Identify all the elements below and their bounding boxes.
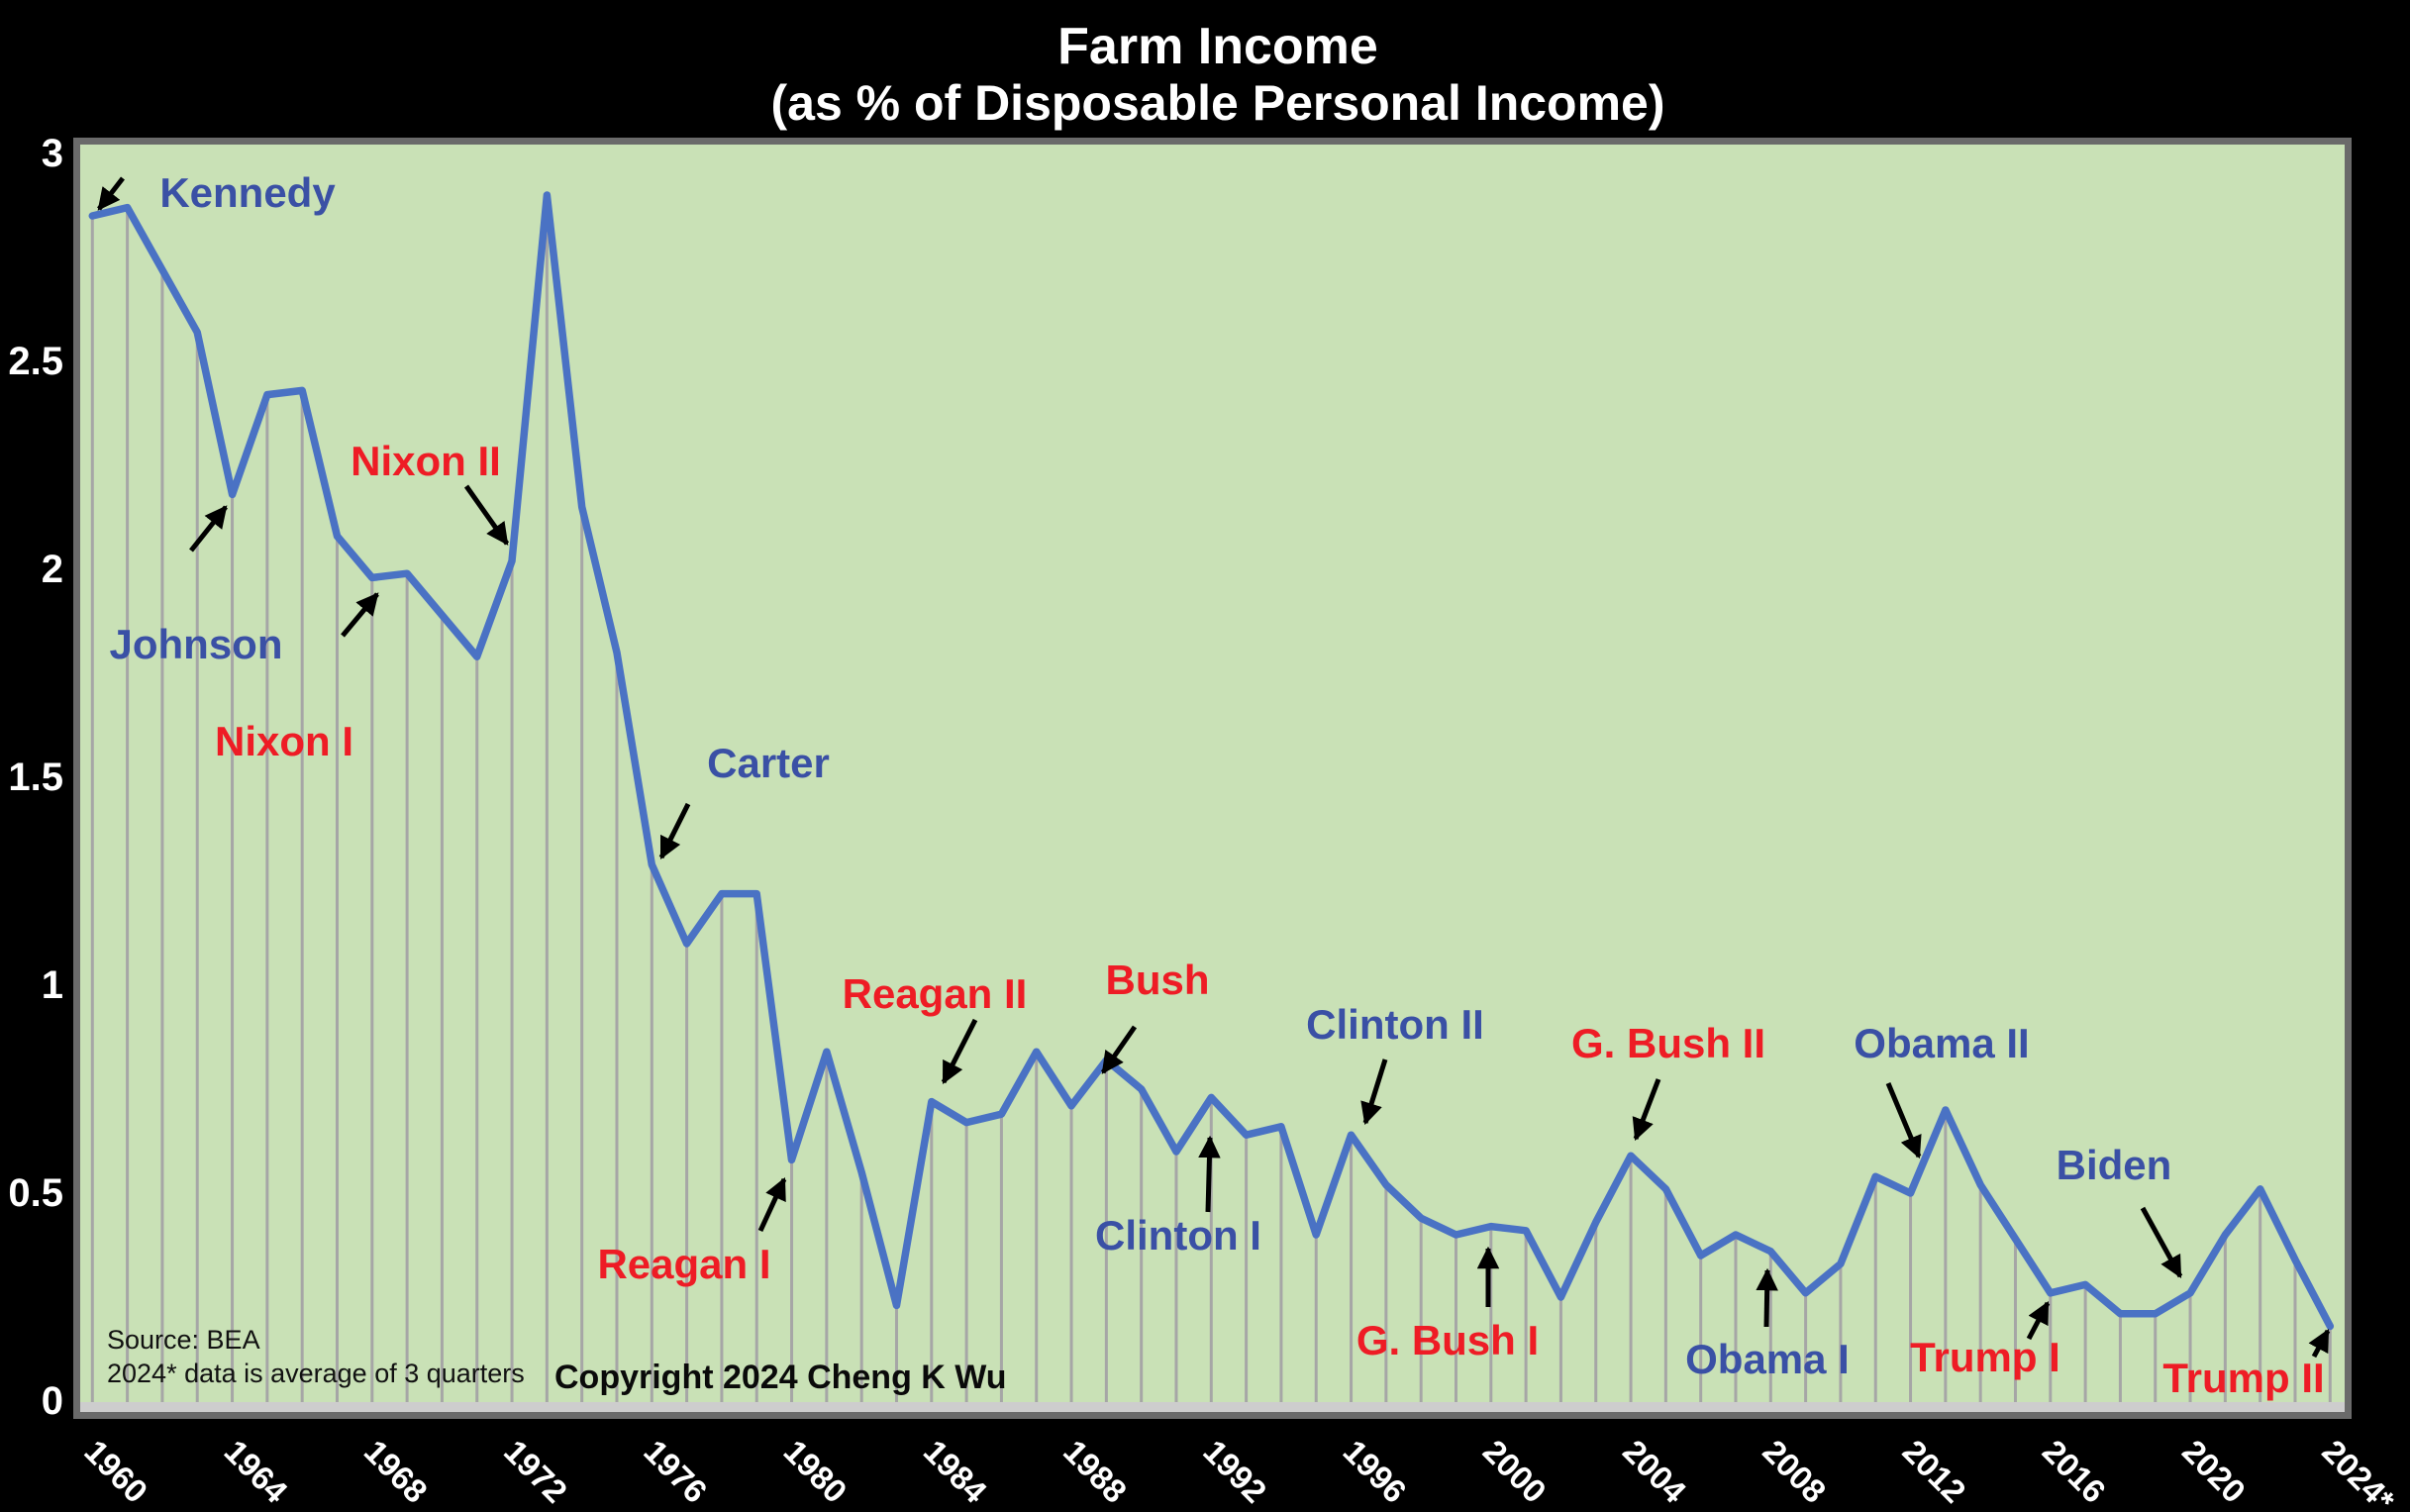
annotation-label-g-bush-i: G. Bush I — [1356, 1317, 1539, 1363]
annotation-label-carter: Carter — [707, 740, 830, 786]
chart-title-line2: (as % of Disposable Personal Income) — [770, 75, 1665, 132]
annotation-arrow-kennedy — [97, 176, 125, 211]
x-axis-label: 1988 — [1056, 1433, 1134, 1510]
annotation-label-obama-ii: Obama II — [1854, 1020, 2029, 1066]
y-axis-label: 1.5 — [8, 756, 63, 799]
annotation-label-clinton-i: Clinton I — [1095, 1212, 1261, 1259]
x-axis-label: 2012 — [1896, 1433, 1973, 1510]
plot-frame — [73, 138, 2352, 1419]
chart-title-line1: Farm Income — [1057, 18, 1378, 75]
annotation-arrow-carter — [658, 802, 691, 860]
annotation-label-nixon-i: Nixon I — [215, 718, 353, 764]
x-axis-label: 2020 — [2175, 1433, 2253, 1510]
annotation-arrow-reagan-ii — [941, 1018, 978, 1085]
annotation-arrow-trump-ii — [2308, 1329, 2331, 1359]
x-axis-label: 2004 — [1616, 1433, 1694, 1511]
y-axis-label: 2.5 — [8, 340, 63, 383]
annotation-label-g-bush-ii: G. Bush II — [1571, 1020, 1765, 1066]
annotation-arrow-bush — [1100, 1025, 1138, 1074]
annotation-label-reagan-ii: Reagan II — [843, 970, 1028, 1017]
annotation-arrow-obama-ii — [1885, 1082, 1922, 1159]
annotation-label-obama-i: Obama I — [1685, 1336, 1850, 1382]
annotation-label-trump-ii: Trump II — [2162, 1355, 2324, 1401]
y-axis-label: 0.5 — [8, 1171, 63, 1215]
x-axis-label: 2000 — [1476, 1433, 1554, 1510]
x-axis-label: 1992 — [1196, 1433, 1273, 1510]
annotation-arrow-g-bush-ii — [1632, 1078, 1661, 1142]
annotation-label-reagan-i: Reagan I — [597, 1241, 770, 1287]
x-axis-label: 2016 — [2036, 1433, 2113, 1510]
annotation-arrow-clinton-i — [1198, 1135, 1221, 1213]
annotation-label-johnson: Johnson — [110, 621, 283, 667]
annotation-label-kennedy: Kennedy — [159, 169, 336, 216]
annotation-arrow-reagan-i — [757, 1176, 787, 1233]
copyright-text: Copyright 2024 Cheng K Wu — [554, 1359, 1007, 1396]
x-axis-label: 1968 — [357, 1433, 435, 1510]
chart-title: Farm Income (as % of Disposable Personal… — [0, 18, 2410, 131]
annotation-arrow-trump-i — [2026, 1301, 2051, 1341]
x-axis-label: 1972 — [497, 1433, 574, 1510]
source-note-line1: Source: BEA — [107, 1325, 260, 1355]
annotation-label-clinton-ii: Clinton II — [1306, 1001, 1484, 1048]
annotation-label-trump-i: Trump I — [1910, 1334, 2060, 1380]
data-line — [88, 191, 2335, 1331]
y-axis-label: 0 — [42, 1379, 63, 1423]
axis-strip — [79, 1402, 2346, 1412]
annotation-arrow-johnson — [189, 505, 228, 553]
source-note-line2: 2024* data is average of 3 quarters — [107, 1359, 525, 1388]
annotation-arrow-nixon-ii — [463, 484, 510, 546]
x-axis-label: 2024* — [2315, 1433, 2401, 1512]
annotation-arrow-biden — [2140, 1206, 2183, 1278]
annotation-label-nixon-ii: Nixon II — [351, 438, 501, 484]
x-axis-label: 2008 — [1756, 1433, 1833, 1510]
annotation-arrow-obama-i — [1756, 1267, 1778, 1328]
annotation-label-biden: Biden — [2057, 1142, 2172, 1188]
x-axis-label: 1996 — [1337, 1433, 1414, 1510]
annotation-label-bush: Bush — [1106, 957, 1210, 1003]
y-axis-label: 2 — [42, 548, 63, 591]
x-axis-label: 1960 — [77, 1433, 154, 1510]
annotation-arrow-nixon-i — [341, 592, 379, 638]
x-axis-label: 1984 — [917, 1433, 995, 1511]
annotation-arrow-clinton-ii — [1360, 1058, 1388, 1126]
x-axis-label: 1964 — [218, 1433, 296, 1511]
x-axis-label: 1980 — [777, 1433, 854, 1510]
y-axis-label: 3 — [42, 132, 63, 175]
y-axis-label: 1 — [42, 963, 63, 1007]
x-axis-label: 1976 — [637, 1433, 714, 1510]
